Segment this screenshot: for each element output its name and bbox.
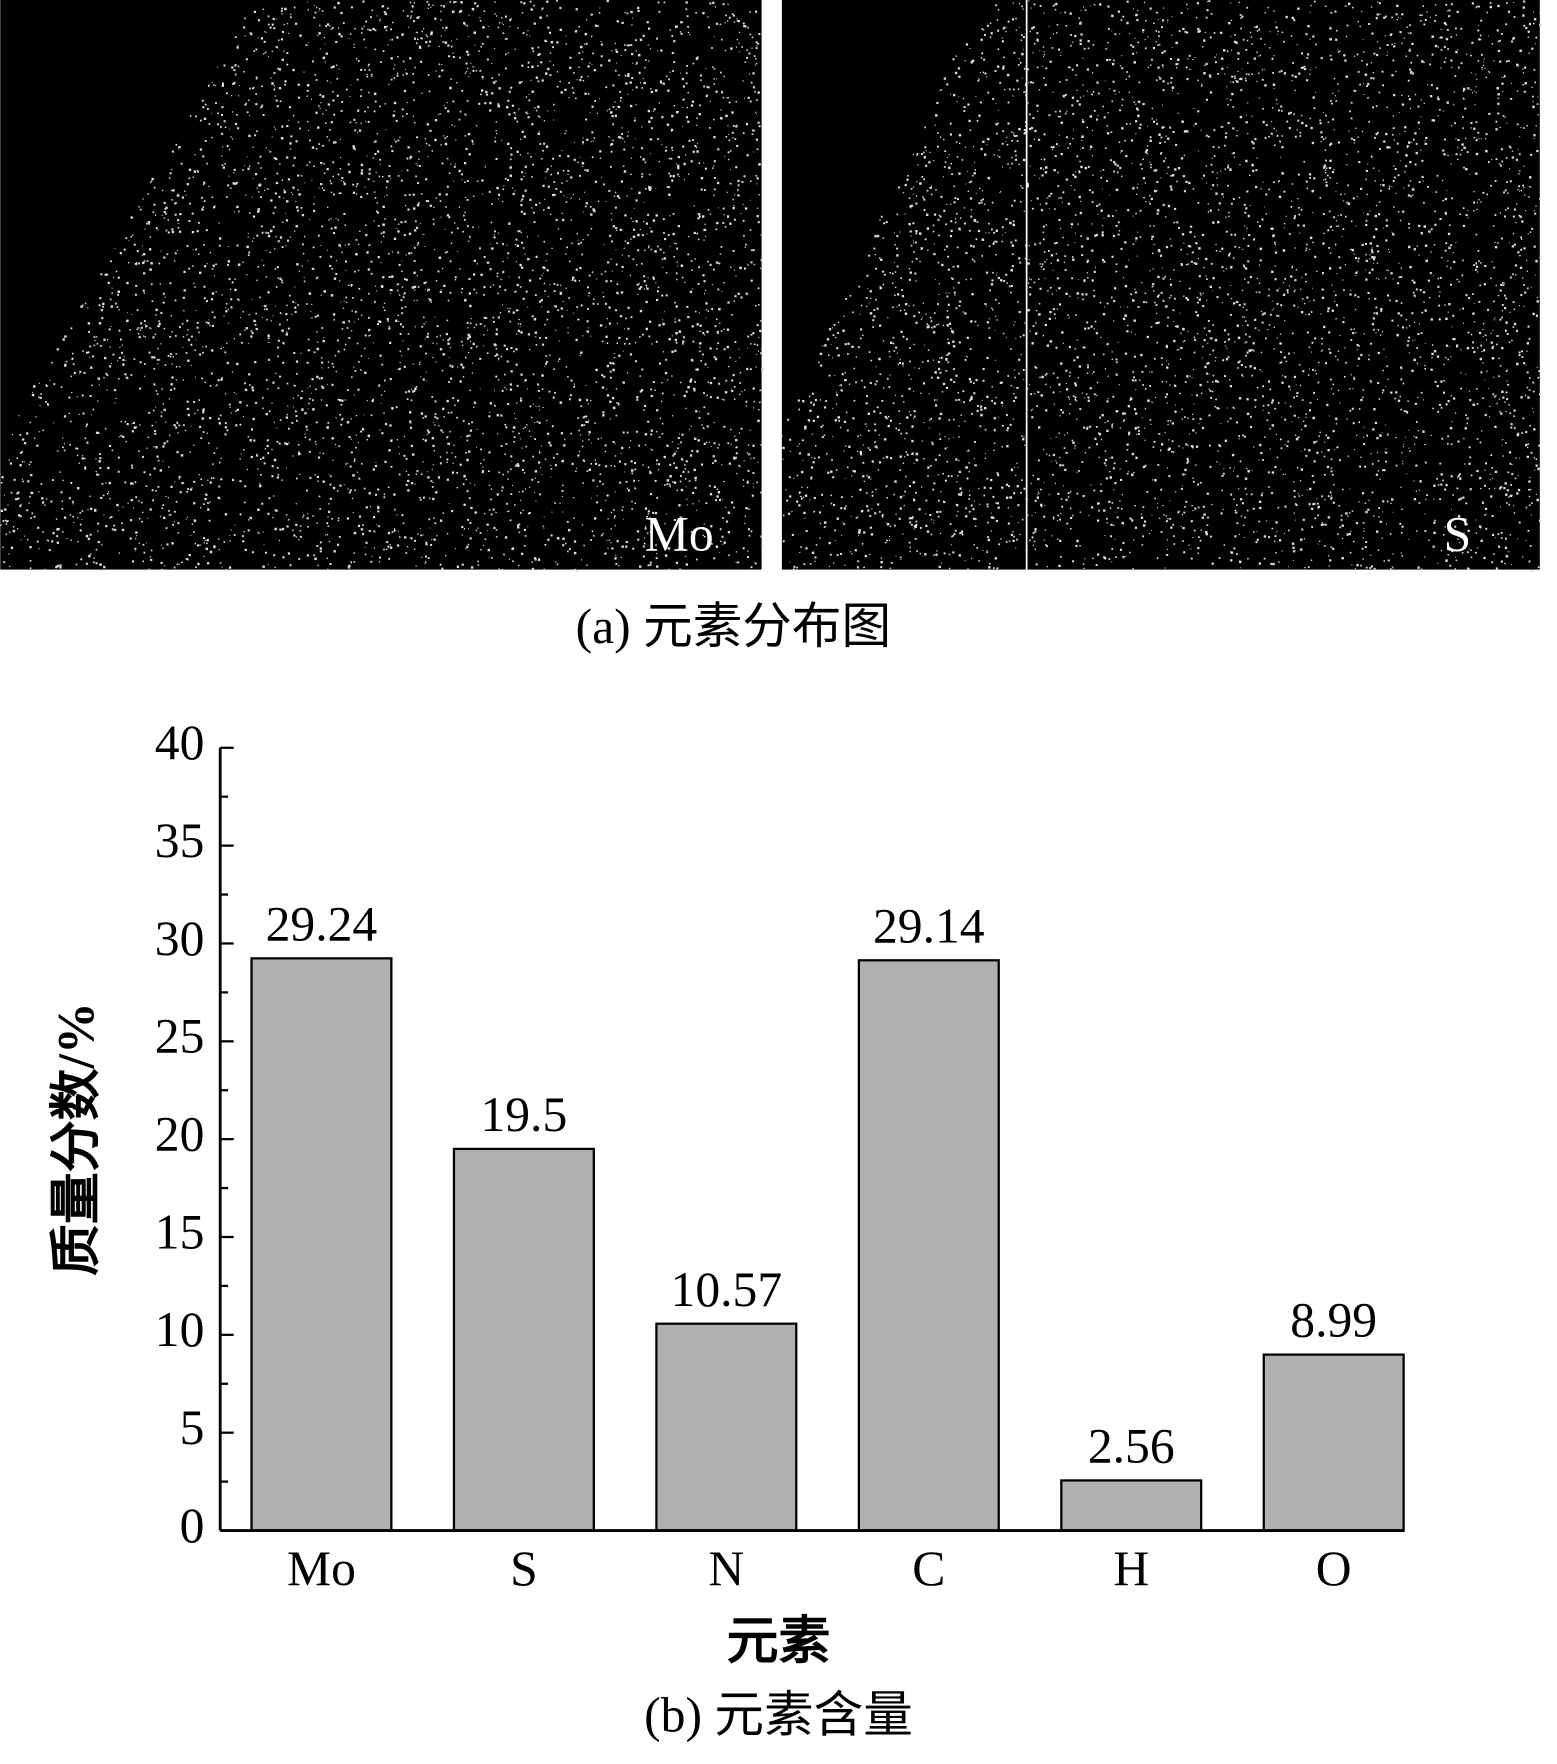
y-tick-label: 40 [155, 715, 205, 770]
y-tick-label: 10 [155, 1302, 205, 1357]
map-s [781, 0, 1540, 570]
bar [655, 1322, 798, 1532]
bar [1060, 1479, 1203, 1532]
y-tick-label: 30 [155, 911, 205, 966]
value-label: 29.14 [873, 898, 985, 953]
map-label: Mo [645, 507, 714, 562]
y-tick-label: 25 [155, 1009, 205, 1064]
y-tick-label: 5 [180, 1400, 205, 1455]
x-tick-label: N [708, 1541, 744, 1596]
x-tick-label: Mo [287, 1541, 356, 1596]
x-tick-label: H [1113, 1541, 1149, 1596]
value-label: 29.24 [266, 896, 378, 951]
x-tick-label: O [1316, 1541, 1352, 1596]
x-tick-label: S [510, 1541, 538, 1596]
value-label: 19.5 [480, 1087, 567, 1142]
bar [452, 1147, 595, 1532]
value-label: 8.99 [1290, 1293, 1377, 1348]
bar [1262, 1353, 1405, 1532]
y-tick-label: 0 [180, 1498, 205, 1553]
x-tick-label: C [912, 1541, 945, 1596]
x-axis-label: 元素 [727, 1613, 831, 1671]
y-tick-label: 20 [155, 1107, 205, 1162]
y-tick-label: 35 [155, 813, 205, 868]
map-mo [0, 0, 762, 570]
caption: (b) 元素含量 [644, 1687, 913, 1742]
bar [857, 959, 1000, 1532]
map-label: S [1444, 507, 1472, 562]
y-tick-label: 15 [155, 1204, 205, 1259]
value-label: 2.56 [1088, 1418, 1175, 1473]
element-maps [0, 0, 1542, 573]
caption: (a) 元素分布图 [576, 599, 892, 654]
value-label: 10.57 [671, 1262, 783, 1317]
y-axis-label: 质量分数/% [47, 1002, 105, 1276]
bar [250, 957, 393, 1532]
